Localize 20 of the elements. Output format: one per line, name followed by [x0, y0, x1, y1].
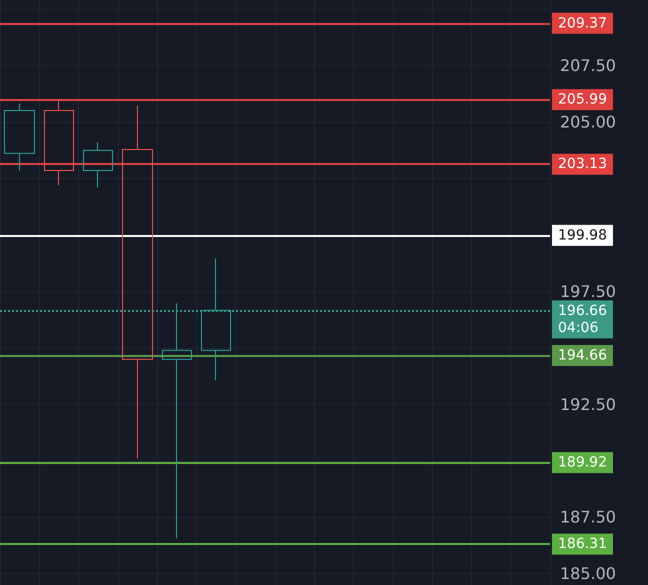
ref-line-label: 203.13	[558, 156, 607, 172]
y-tick-label: 197.50	[560, 282, 616, 301]
ref-line-label: 189.92	[558, 454, 607, 471]
ref-line-label: 194.66	[558, 348, 608, 364]
ref-line-label: 205.99	[558, 92, 607, 108]
y-tick-label: 207.50	[560, 56, 616, 75]
candlestick	[201, 258, 231, 381]
candlestick	[122, 104, 153, 460]
ref-line-label: 196.66 04:06	[558, 302, 608, 336]
ref-line-label: 186.31	[558, 536, 607, 552]
candlestick	[162, 302, 192, 539]
y-tick-label: 187.50	[560, 508, 616, 527]
ref-line-label: 209.37	[558, 15, 607, 32]
ref-line-label: 199.98	[558, 227, 607, 244]
y-tick-label: 192.50	[560, 394, 616, 414]
y-tick-label: 185.00	[560, 564, 616, 584]
candlestick	[44, 100, 74, 186]
y-tick-label: 205.00	[560, 112, 616, 132]
candlestick	[4, 102, 35, 172]
candlestick	[83, 142, 113, 188]
